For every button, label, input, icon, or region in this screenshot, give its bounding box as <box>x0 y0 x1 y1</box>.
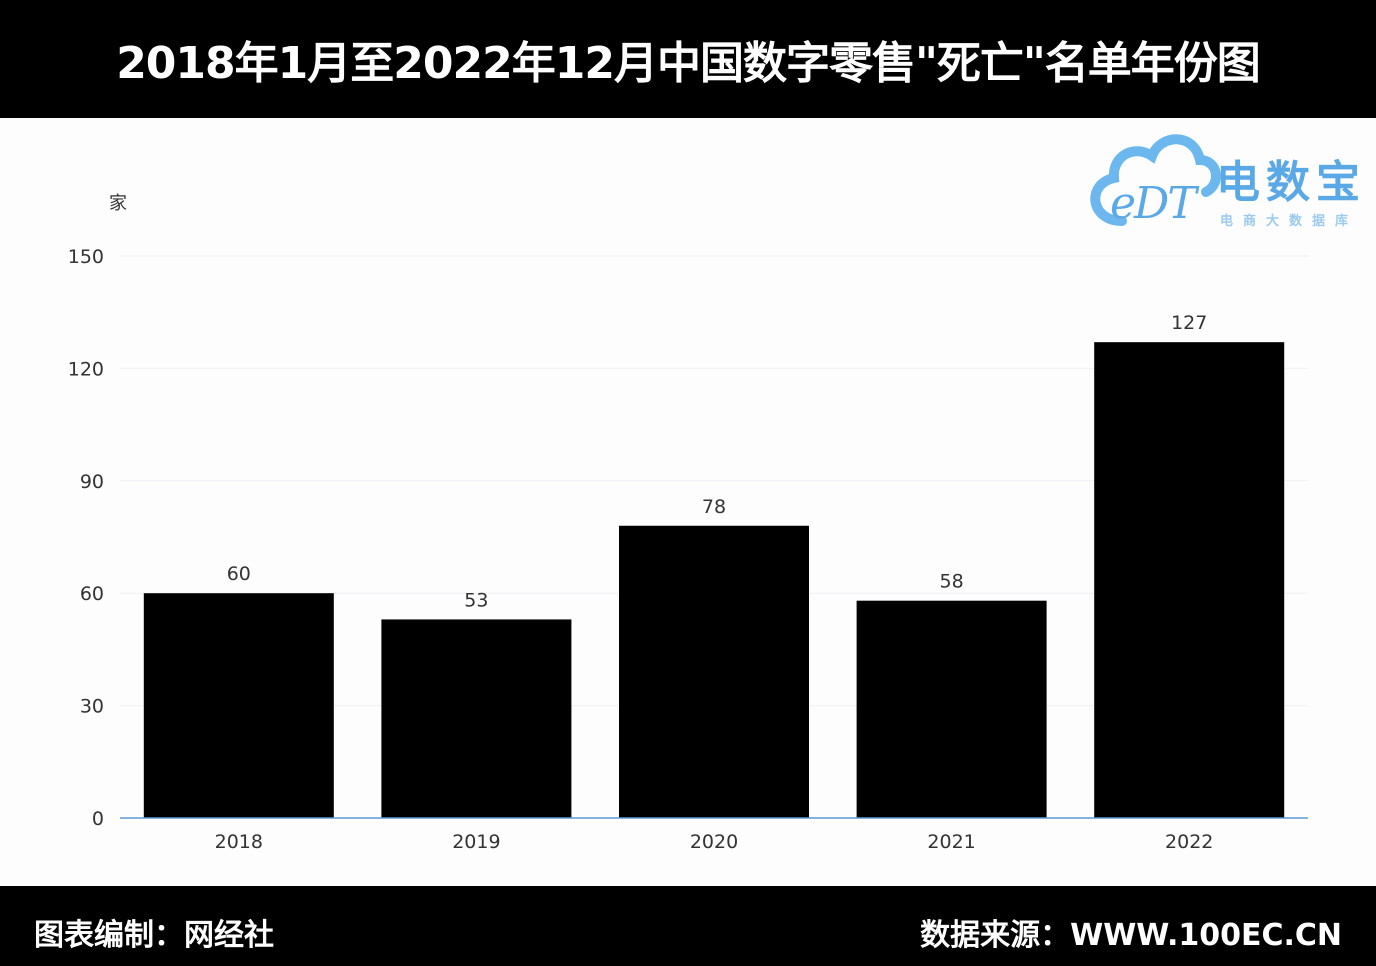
data-label: 78 <box>702 496 726 518</box>
bar <box>619 525 809 818</box>
chart-title: 2018年1月至2022年12月中国数字零售"死亡"名单年份图 <box>116 38 1261 89</box>
bars <box>143 342 1285 818</box>
logo-brand-en: eDT <box>1110 178 1197 229</box>
y-tick-label: 90 <box>80 471 104 493</box>
y-tick-label: 30 <box>80 696 104 718</box>
bar <box>381 619 572 818</box>
bar <box>856 600 1047 818</box>
footer-source: 数据来源：WWW.100EC.CN <box>920 918 1342 953</box>
y-axis-label: 家 <box>109 193 127 214</box>
x-tick-label: 2020 <box>690 831 738 853</box>
y-tick-label: 120 <box>68 358 104 380</box>
bar <box>143 593 334 818</box>
data-label: 53 <box>464 589 488 611</box>
data-label: 60 <box>227 563 251 585</box>
footer-credit: 图表编制：网经社 <box>34 918 274 953</box>
y-tick-label: 150 <box>68 246 104 268</box>
y-tick-labels: 0 30 60 90 120 150 <box>68 246 104 830</box>
logo-brand-cn: 电数宝 <box>1216 157 1366 208</box>
x-tick-label: 2018 <box>215 831 263 853</box>
x-tick-label: 2022 <box>1165 831 1213 853</box>
footer-bar: 图表编制：网经社 数据来源：WWW.100EC.CN <box>0 886 1376 966</box>
data-label: 127 <box>1171 312 1207 334</box>
logo-tagline: 电商大数据库 <box>1220 214 1359 229</box>
edt-cloud-logo-icon <box>1090 134 1221 226</box>
chart-title-bar: 2018年1月至2022年12月中国数字零售"死亡"名单年份图 <box>0 0 1376 118</box>
x-tick-labels: 2018 2019 2020 2021 2022 <box>215 831 1214 853</box>
bar <box>1094 342 1285 818</box>
x-tick-label: 2019 <box>452 831 500 853</box>
data-labels: 60 53 78 58 127 <box>227 312 1208 611</box>
x-tick-label: 2021 <box>927 831 975 853</box>
data-label: 58 <box>940 571 964 593</box>
y-tick-label: 60 <box>80 583 104 605</box>
y-tick-label: 0 <box>92 808 104 830</box>
